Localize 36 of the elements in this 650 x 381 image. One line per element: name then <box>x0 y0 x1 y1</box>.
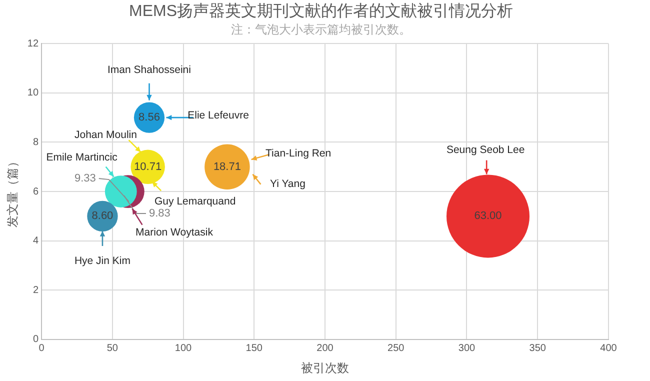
annotation: Iman Shahosseini <box>108 64 191 76</box>
annotation: Emile Martincic <box>46 152 118 164</box>
annotation: Johan Moulin <box>74 128 138 141</box>
x-axis-title: 被引次数 <box>301 361 350 375</box>
annotation: Hye Jin Kim <box>74 254 131 267</box>
x-tick-label: 150 <box>246 343 263 354</box>
chart-subtitle: 注：气泡大小表示篇均被引次数。 <box>231 22 411 37</box>
chart-title: MEMS扬声器英文期刊文献的作者的文献被引情况分析 <box>129 2 513 20</box>
data-label: 9.83 <box>148 208 170 220</box>
annotation: Marion Woytasik <box>136 226 214 239</box>
annotation: Yi Yang <box>270 178 306 190</box>
annotation: Tian-Ling Ren <box>266 147 332 160</box>
y-tick-label: 8 <box>32 136 39 148</box>
data-label: 18.71 <box>213 160 241 173</box>
x-tick-label: 100 <box>174 343 192 354</box>
x-tick-label: 350 <box>529 343 546 354</box>
annotation: Guy Lemarquand <box>154 196 236 208</box>
y-tick-label: 4 <box>32 236 39 247</box>
y-tick-label: 0 <box>32 334 39 346</box>
data-label: 9.33 <box>74 172 96 185</box>
x-tick-label: 200 <box>316 343 334 354</box>
x-tick-label: 50 <box>106 343 118 354</box>
annotation: Elie Lefeuvre <box>188 109 250 122</box>
x-tick-label: 300 <box>458 343 476 354</box>
data-label: 10.71 <box>134 160 162 173</box>
y-tick-label: 10 <box>27 88 39 99</box>
y-tick-label: 6 <box>32 186 39 198</box>
x-tick-label: 400 <box>600 343 618 354</box>
y-axis-title: 发文量（篇） <box>6 156 20 228</box>
data-label: 8.56 <box>138 112 160 124</box>
y-tick-label: 12 <box>27 38 39 50</box>
data-label: 63.00 <box>474 210 502 222</box>
data-label: 8.60 <box>92 210 114 222</box>
y-tick-label: 2 <box>32 284 39 296</box>
x-tick-label: 250 <box>388 343 405 354</box>
annotation: Seung Seob Lee <box>446 144 525 156</box>
